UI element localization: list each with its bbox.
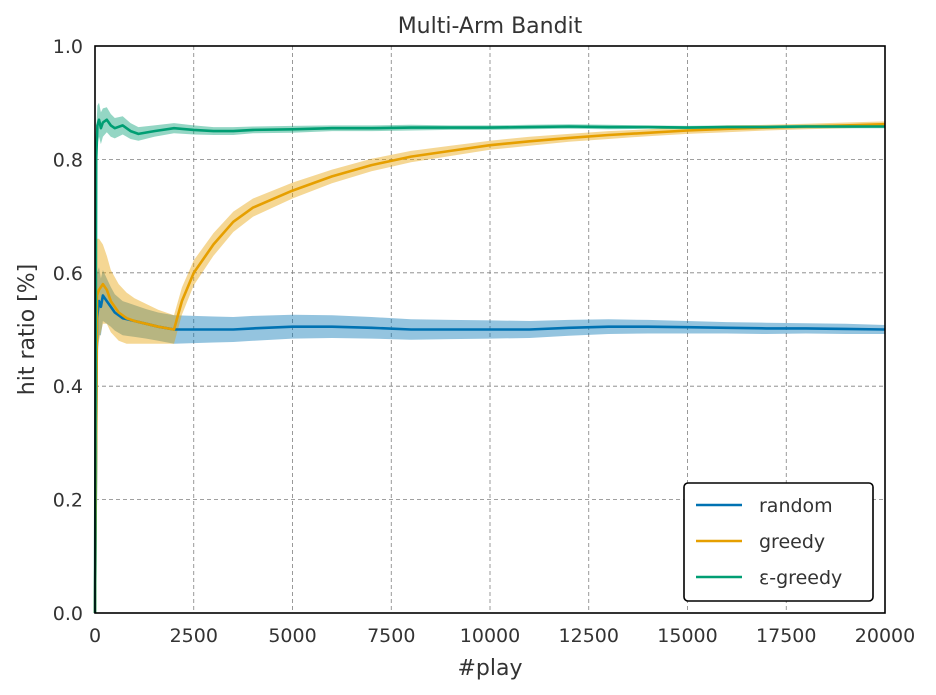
grid-layer (95, 46, 885, 613)
x-tick-label: 2500 (170, 625, 218, 647)
y-axis-label: hit ratio [%] (15, 264, 40, 395)
legend: random greedy ε-greedy (683, 482, 874, 602)
y-tick-label: 0.8 (53, 149, 83, 171)
series-band (95, 267, 885, 613)
y-tick-label: 0.2 (53, 490, 83, 512)
x-tick-label: 20000 (855, 625, 915, 647)
y-tick-label: 0.6 (53, 263, 83, 285)
x-tick-label: 10000 (460, 625, 520, 647)
x-tick-label: 12500 (559, 625, 619, 647)
x-tick-label: 15000 (657, 625, 717, 647)
x-axis-ticks: 0 2500 5000 7500 10000 12500 15000 17500 20000 (89, 625, 915, 647)
band-layer (95, 102, 885, 614)
line-layer (93, 118, 886, 614)
x-tick-label: 5000 (268, 625, 316, 647)
legend-label: random (759, 495, 833, 517)
x-tick-label: 17500 (756, 625, 816, 647)
y-tick-label: 1.0 (53, 36, 83, 58)
y-tick-label: 0.0 (53, 603, 83, 625)
y-axis-ticks: 0.0 0.2 0.4 0.6 0.8 1.0 (53, 36, 83, 625)
legend-box (683, 482, 874, 602)
x-tick-label: 0 (89, 625, 101, 647)
x-tick-label: 7500 (367, 625, 415, 647)
legend-label: ε-greedy (759, 567, 842, 589)
x-axis-label: #play (457, 656, 522, 681)
chart-title: Multi-Arm Bandit (398, 14, 583, 39)
series-line (93, 294, 886, 614)
series-line (93, 122, 886, 614)
plot-frame (94, 45, 886, 614)
y-tick-label: 0.4 (53, 376, 83, 398)
series-line (93, 118, 885, 614)
legend-label: greedy (759, 531, 825, 553)
